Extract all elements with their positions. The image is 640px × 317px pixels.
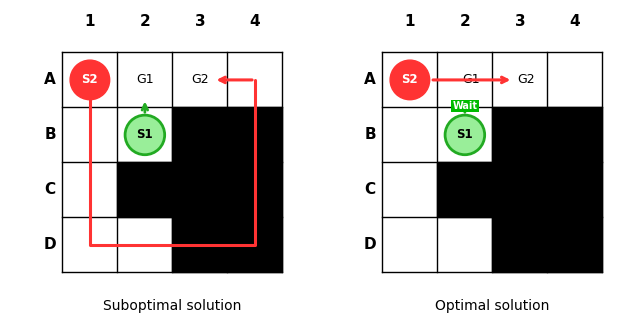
Text: G1: G1 <box>136 74 154 87</box>
Text: S1: S1 <box>136 128 153 141</box>
Text: 4: 4 <box>570 14 580 29</box>
Text: B: B <box>44 127 56 142</box>
Bar <box>172 162 227 217</box>
Text: B: B <box>364 127 376 142</box>
Bar <box>172 107 227 162</box>
Text: S2: S2 <box>81 74 98 87</box>
Bar <box>437 162 492 217</box>
Bar <box>227 217 282 272</box>
Text: 3: 3 <box>515 14 525 29</box>
Text: Suboptimal solution: Suboptimal solution <box>103 299 241 313</box>
Text: C: C <box>45 182 56 197</box>
Bar <box>227 107 282 162</box>
Bar <box>172 217 227 272</box>
Bar <box>547 217 602 272</box>
Text: G2: G2 <box>518 74 535 87</box>
Text: 2: 2 <box>460 14 470 29</box>
Text: C: C <box>365 182 376 197</box>
Text: S2: S2 <box>401 74 418 87</box>
Text: D: D <box>43 237 56 252</box>
Circle shape <box>125 115 164 155</box>
Text: A: A <box>44 72 56 87</box>
Text: 2: 2 <box>140 14 150 29</box>
Text: A: A <box>364 72 376 87</box>
Bar <box>117 162 172 217</box>
Bar <box>547 107 602 162</box>
Text: 1: 1 <box>84 14 95 29</box>
Text: Wait: Wait <box>452 101 477 111</box>
Text: G2: G2 <box>191 74 209 87</box>
Bar <box>492 162 547 217</box>
Circle shape <box>445 115 484 155</box>
Text: Optimal solution: Optimal solution <box>435 299 550 313</box>
Circle shape <box>390 60 429 100</box>
Text: 4: 4 <box>250 14 260 29</box>
Text: S1: S1 <box>456 128 473 141</box>
Bar <box>492 107 547 162</box>
Bar <box>492 217 547 272</box>
Bar <box>227 162 282 217</box>
Text: G1: G1 <box>463 74 480 87</box>
Bar <box>547 162 602 217</box>
Text: 3: 3 <box>195 14 205 29</box>
Circle shape <box>70 60 109 100</box>
Text: 1: 1 <box>404 14 415 29</box>
Text: D: D <box>363 237 376 252</box>
